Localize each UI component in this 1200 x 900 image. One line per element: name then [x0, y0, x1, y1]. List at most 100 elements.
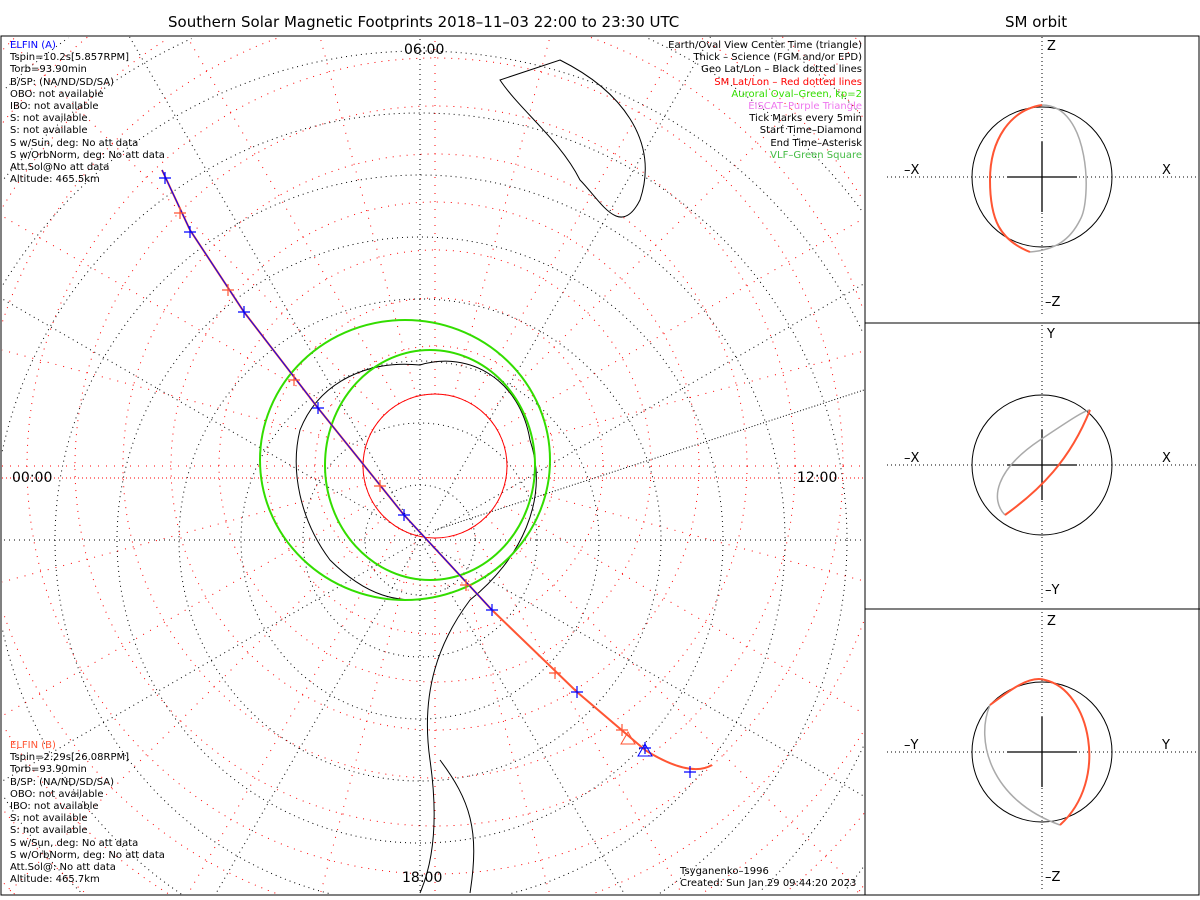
- legend-item: Start Time–Diamond: [759, 125, 862, 137]
- geo-lon-line: [129, 36, 421, 541]
- legend-item: EISCAT–Purple Triangle: [748, 101, 862, 113]
- info-line: Tspin=2.29s[26.08RPM]: [10, 752, 130, 764]
- orbit-axis-label-bottom: –Z: [1045, 870, 1061, 885]
- orbit-frame: [864, 35, 1200, 896]
- sm-lon-line: [1, 215, 373, 431]
- geo-lon-line: [1, 539, 421, 782]
- sm-lon-line: [186, 36, 400, 404]
- orbit-axis-label-top: Z: [1047, 614, 1056, 629]
- earth-circle: [971, 106, 1113, 248]
- view-center-triangle-b: [620, 731, 636, 745]
- earth-center-cross: [1007, 430, 1077, 500]
- australia-coast: [499, 59, 646, 218]
- elfin-a-tick: [312, 402, 324, 414]
- elfin-a-lines: Tspin=10.2s[5.857RPM] Torb=93.90min B/SP: …: [10, 52, 165, 186]
- elfin-b-name: ELFIN (B): [10, 740, 56, 751]
- elfin-a-orbit: [1029, 104, 1087, 253]
- view-center-triangle-a: [637, 743, 653, 757]
- polar-map: [1, 36, 865, 895]
- earth-circle: [971, 681, 1113, 823]
- info-line: Att.Sol@: No att data: [10, 862, 116, 874]
- orbit-axis-label-left: –X: [904, 163, 920, 178]
- elfin-a-orbit: [996, 409, 1091, 516]
- time-label-bottom: 18:00: [402, 870, 443, 886]
- geo-lon-line: [215, 539, 421, 895]
- orbit-axis-label-top: Z: [1047, 39, 1056, 54]
- elfin-a-name: ELFIN (A): [10, 40, 56, 51]
- elfin-a-info: ELFIN (A) Tspin=10.2s[5.857RPM] Torb=93.9…: [10, 40, 165, 186]
- sm-lat-circle: [2, 37, 864, 894]
- orbit-axis-label-bottom: –Y: [1045, 583, 1060, 598]
- elfin-a-tick: [684, 766, 696, 778]
- info-line: B/SP: (NA/ND/SD/SA): [10, 76, 114, 88]
- sm-lon-line: [485, 516, 864, 895]
- elfin-b-tick: [460, 579, 472, 591]
- info-line: S w/OrbNorm, deg: No att data: [10, 149, 165, 161]
- auroral-oval-inner: [324, 349, 536, 581]
- info-line: S: not available: [10, 125, 88, 137]
- info-line: IBO: not available: [10, 101, 99, 113]
- legend-item: End Time–Asterisk: [770, 137, 862, 149]
- sm-lon-line: [453, 36, 551, 397]
- sm-lon-line: [504, 484, 865, 582]
- orbit-axis-label-right: X: [1162, 163, 1171, 178]
- elfin-b-tick: [549, 667, 561, 679]
- info-line: S: not available: [10, 813, 88, 825]
- time-label-left: 00:00: [12, 470, 53, 486]
- time-label-top: 06:00: [404, 42, 445, 58]
- map-content: [1, 36, 865, 895]
- geo-lon-line: [419, 539, 865, 797]
- geo-lon-line: [419, 539, 625, 895]
- earth-center-cross: [1007, 717, 1077, 787]
- elfin-a-orbit: [983, 704, 1061, 826]
- legend-item: SM Lat/Lon – Red dotted lines: [714, 76, 862, 88]
- info-line: B/SP: (NA/ND/SD/SA): [10, 776, 114, 788]
- elfin-a-tick: [571, 686, 583, 698]
- legend-item: Auroral Oval–Green, kp=2: [731, 88, 862, 100]
- info-line: S: not available: [10, 825, 88, 837]
- sm-lat-circle: [3, 37, 864, 895]
- sm-lon-line: [497, 501, 865, 715]
- created-label: Created: Sun Jan 29 09:44:20 2023: [680, 878, 857, 889]
- geo-lon-line: [419, 36, 711, 541]
- elfin-b-track: [161, 169, 713, 771]
- elfin-b-orbit: [988, 104, 1043, 253]
- terminator-line: [434, 389, 865, 531]
- sm-lon-line: [6, 516, 385, 895]
- legend-item: Geo Lat/Lon – Black dotted lines: [701, 64, 862, 76]
- legend-item: Earth/Oval View Center Time (triangle): [668, 40, 862, 51]
- antarctica-coast: [295, 360, 537, 894]
- elfin-a-tick: [486, 604, 498, 616]
- info-line: Altitude: 465.5km: [10, 174, 100, 186]
- geo-lat-circle: [2, 50, 864, 893]
- elfin-a-tick: [159, 172, 171, 184]
- sm-lat-circle: [362, 393, 508, 539]
- info-line: S w/Sun, deg: No att data: [10, 837, 139, 849]
- orbit-axis-label-right: X: [1162, 451, 1171, 466]
- elfin-b-tick: [222, 284, 234, 296]
- south-america-coast: [439, 759, 475, 894]
- info-line: IBO: not available: [10, 801, 99, 813]
- info-line: Att.Sol@No att data: [10, 162, 110, 174]
- legend-item: VLF–Green Square: [770, 149, 862, 161]
- orbit-plots: [887, 37, 1197, 892]
- elfin-a-tick: [184, 226, 196, 238]
- sm-lat-circle: [314, 345, 556, 587]
- elfin-a-tick: [238, 306, 250, 318]
- time-label-right: 12:00: [797, 470, 838, 486]
- sm-lon-line: [470, 528, 683, 895]
- legend-item: Tick Marks every 5min: [749, 113, 862, 125]
- elfin-b-tick: [616, 724, 628, 736]
- geo-lon-line: [419, 283, 865, 541]
- info-line: Tspin=10.2s[5.857RPM]: [10, 52, 130, 64]
- sm-lon-line: [453, 535, 551, 895]
- orbit-axis-label-bottom: –Z: [1045, 295, 1061, 310]
- orbit-title: SM orbit: [1005, 13, 1068, 31]
- sm-lat-circle: [218, 249, 652, 683]
- sm-lon-line: [470, 36, 684, 404]
- orbit-axis-label-left: –Y: [904, 738, 919, 753]
- elfin-b-orbit: [989, 678, 1091, 826]
- info-line: S: not available: [10, 113, 88, 125]
- elfin-b-tick: [174, 207, 186, 219]
